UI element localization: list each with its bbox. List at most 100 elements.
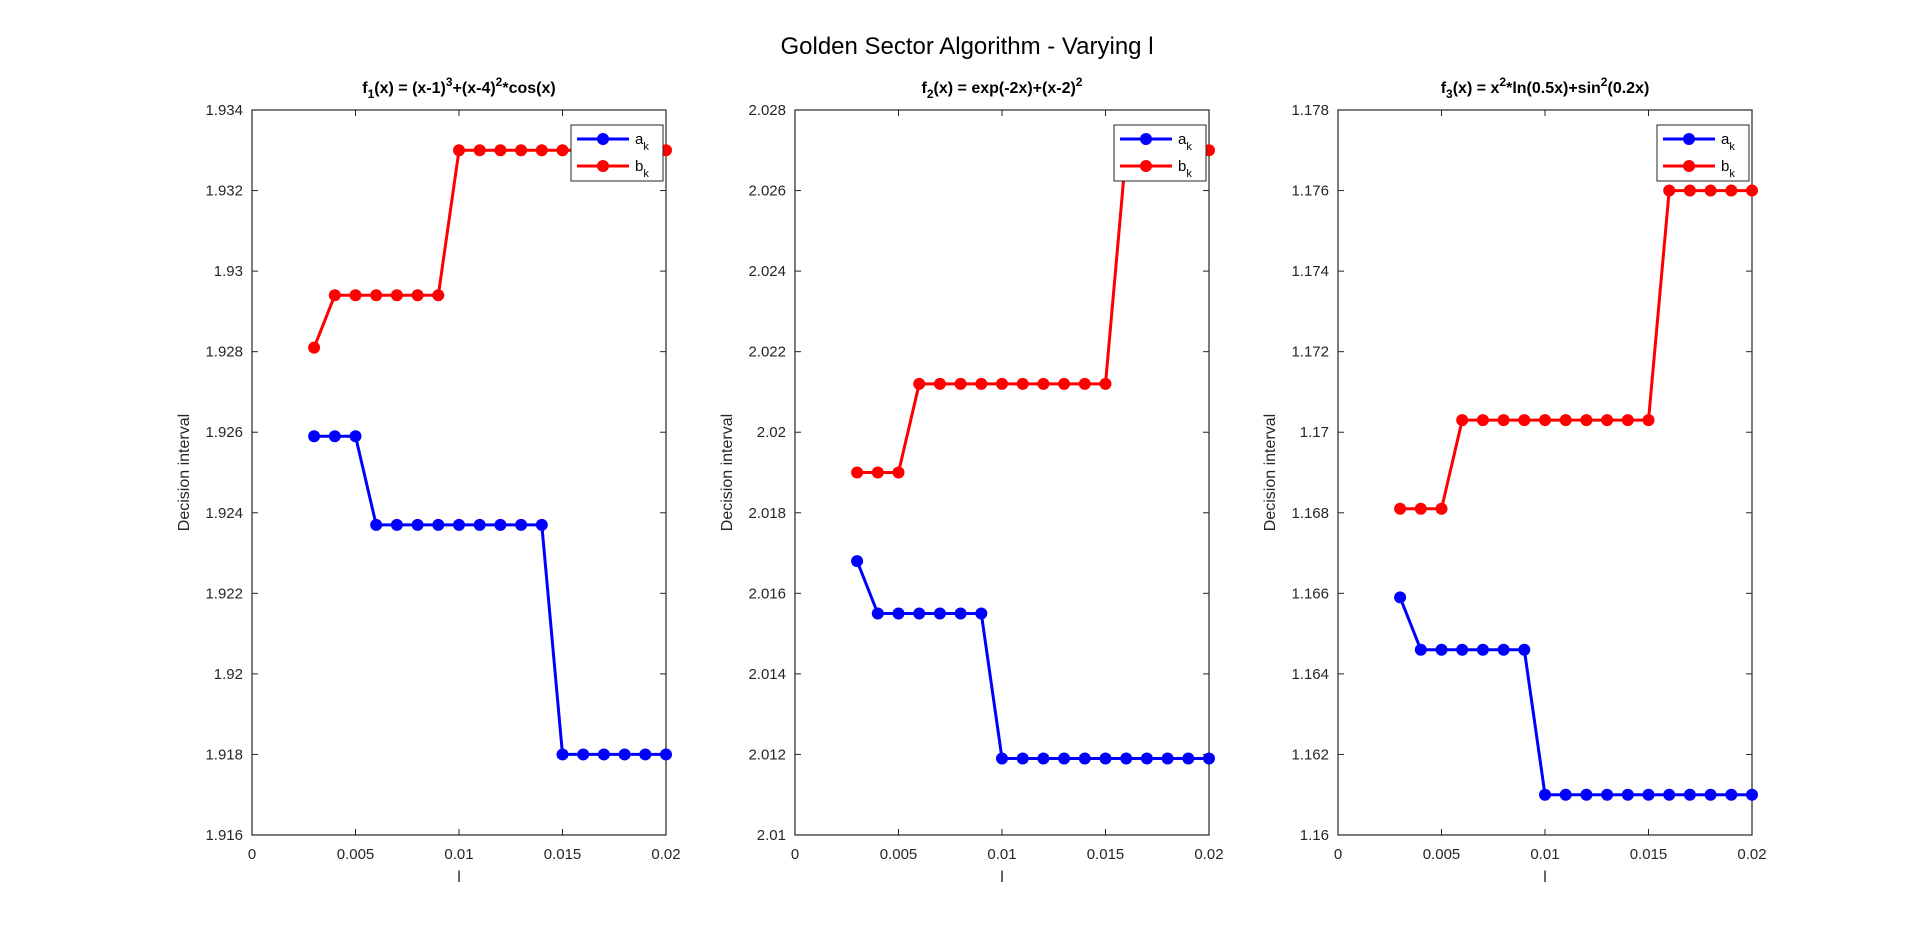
subplot-title: f3(x) = x2*ln(0.5x)+sin2(0.2x) [1441,75,1650,101]
series-ak [1394,591,1758,801]
data-point [1037,377,1050,390]
title-superscript: 2 [496,75,503,89]
legend-label-text: a [635,131,644,148]
title-text: *cos(x) [502,80,555,97]
data-point [328,289,341,302]
data-point [1161,752,1174,765]
data-point [1120,752,1133,765]
y-tick-label: 1.174 [1291,263,1329,280]
legend-box [1113,124,1207,182]
data-point [639,748,652,761]
data-point [1642,414,1655,427]
y-tick-label: 1.16 [1300,827,1329,844]
data-point [1435,502,1448,515]
data-point [871,607,884,620]
legend-label-subscript: k [1186,141,1192,153]
y-tick-label: 2.02 [757,424,786,441]
series-bk [1394,184,1758,515]
series-ak [851,555,1215,765]
data-point [1016,377,1029,390]
title-text: f [362,80,368,97]
legend-box [1656,124,1750,182]
title-subscript: 2 [927,87,934,101]
legend-label: bk [1721,158,1735,180]
y-tick-label: 1.166 [1291,585,1329,602]
data-point [933,607,946,620]
legend-label-text: a [1721,131,1730,148]
data-point [1663,184,1676,197]
data-point [328,430,341,443]
title-text: (x) = exp(-2x)+(x-2) [934,80,1076,97]
data-point [556,144,569,157]
data-point [308,430,321,443]
data-point [1683,184,1696,197]
legend-label: bk [635,158,649,180]
y-tick-label: 1.17 [1300,424,1329,441]
data-point [535,144,548,157]
data-point [618,748,631,761]
legend-label-text: b [1721,158,1729,175]
x-tick-label: 0.01 [444,846,473,863]
subplot-1: f1(x) = (x-1)3+(x-4)2*cos(x) 0 0.005 0.01 0.… [176,75,681,886]
data-point [1518,414,1531,427]
y-tick-label: 1.932 [205,183,243,200]
data-point [851,466,864,479]
data-point [1414,643,1427,656]
data-point [1058,752,1071,765]
data-point [515,518,528,531]
legend-marker [1140,133,1152,145]
data-point [871,466,884,479]
data-point [349,289,362,302]
data-point [913,607,926,620]
subplot-3: f3(x) = x2*ln(0.5x)+sin2(0.2x)0 0.005 0.01… [1262,75,1767,886]
x-tick-label: 0.005 [880,846,918,863]
data-point [1683,788,1696,801]
y-tick-label: 2.024 [748,263,786,280]
title-text: *ln(0.5x)+sin [1506,80,1601,97]
y-tick-label: 1.176 [1291,183,1329,200]
data-point [1539,414,1551,427]
data-point [1518,643,1531,656]
y-tick-label: 1.168 [1291,505,1329,522]
data-point [1559,414,1572,427]
subplot-title: f2(x) = exp(-2x)+(x-2)2 [922,75,1083,101]
y-tick-label: 2.012 [748,746,786,763]
title-superscript: 2 [1499,75,1506,89]
data-point [1203,752,1215,765]
title-subscript: 3 [1446,87,1453,101]
data-point [975,377,988,390]
title-superscript: 3 [446,75,453,89]
data-point [473,144,486,157]
data-point [1725,184,1738,197]
data-point [494,518,507,531]
data-point [515,144,528,157]
x-tick-label: 0 [1334,846,1342,863]
x-tick-label: 0.015 [1630,846,1668,863]
y-tick-label: 1.926 [205,424,243,441]
data-point [1456,414,1469,427]
data-point [453,144,465,157]
legend-marker [1140,160,1152,172]
x-axis-label: l [1543,869,1547,886]
legend-label-subscript: k [643,168,649,180]
title-text: (0.2x) [1607,80,1649,97]
data-point [432,289,445,302]
y-tick-label: 1.934 [205,102,243,119]
data-point [494,144,507,157]
title-text: f [1441,80,1447,97]
subplot-panels: f1(x) = (x-1)3+(x-4)2*cos(x)0 0.005 0.01 0.… [176,75,1767,886]
data-point [1058,377,1071,390]
x-tick-label: 0.01 [987,846,1016,863]
legend-label-text: b [1178,158,1186,175]
data-point [1704,788,1717,801]
y-tick-label: 1.164 [1291,666,1329,683]
data-point [1601,788,1614,801]
plot-area [251,109,667,836]
data-point [1394,591,1407,604]
x-tick-label: 0.02 [1737,846,1766,863]
title-text: f [922,80,928,97]
y-tick-label: 1.162 [1291,746,1329,763]
data-point [1559,788,1572,801]
data-point [390,289,403,302]
